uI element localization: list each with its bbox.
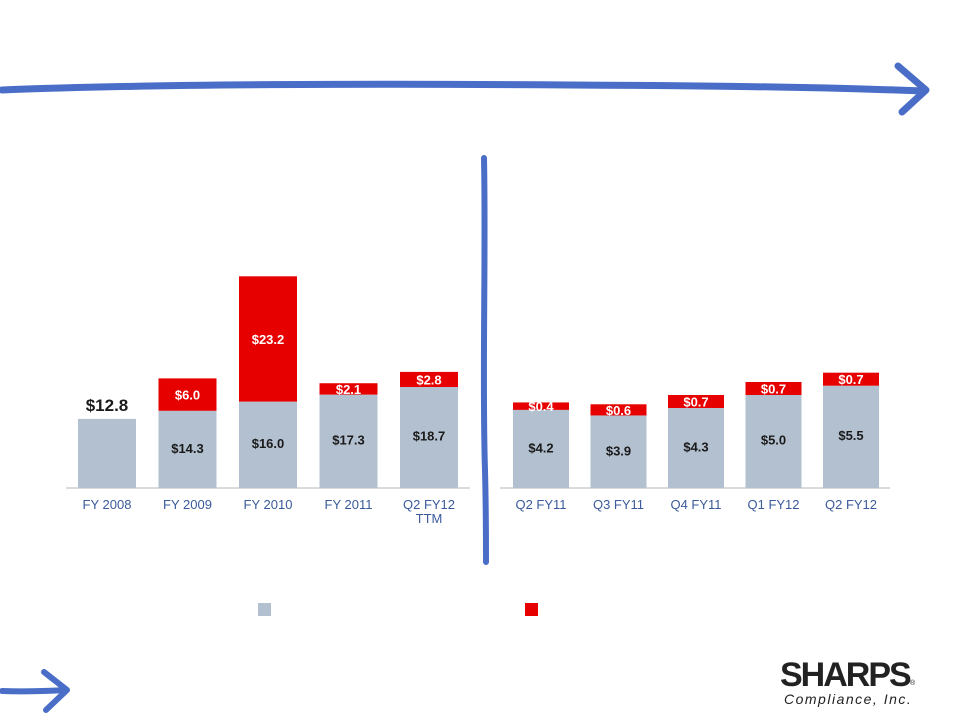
bottom-arrow-head — [41, 669, 70, 713]
bar-base — [158, 410, 217, 488]
divider-line — [480, 155, 489, 565]
logo-subtitle: Compliance, Inc. — [784, 691, 913, 707]
bar-base — [745, 395, 802, 488]
top-arrow-head — [894, 62, 930, 116]
x-tick-label: FY 2010 — [244, 497, 293, 512]
bar-increment — [745, 381, 802, 395]
data-label-base: $12.8 — [86, 396, 129, 415]
bar-increment — [158, 378, 217, 411]
data-label-base: $4.3 — [683, 439, 708, 454]
data-label-increment: $0.4 — [528, 399, 554, 414]
data-label-increment: $6.0 — [175, 388, 200, 403]
data-label-increment: $0.7 — [761, 381, 786, 396]
logo-registered-mark: ® — [910, 680, 916, 687]
bar-base — [668, 408, 724, 488]
bar-increment — [823, 372, 879, 386]
bar-increment — [590, 404, 647, 416]
data-label-base: $14.3 — [171, 441, 204, 456]
bar-base — [513, 409, 569, 488]
annual-stacked-bar-chart: $12.8 FY 2008 $6.0 $14.3 FY 2009 $23.2 $16.0 FY… — [66, 276, 470, 526]
data-label-increment: $2.1 — [336, 382, 361, 397]
data-label-increment: $2.8 — [416, 372, 441, 387]
data-label-increment: $23.2 — [252, 332, 285, 347]
bar-increment — [668, 395, 724, 409]
company-logo: SHARPS ® Compliance, Inc. — [780, 658, 930, 708]
bar-base — [319, 394, 378, 488]
data-label-base: $18.7 — [413, 428, 446, 443]
legend-swatch-increment — [525, 603, 538, 616]
logo-wordmark: SHARPS — [780, 656, 912, 694]
top-arrow-line — [0, 80, 928, 95]
x-tick-label: Q2 FY11 — [515, 497, 566, 512]
x-tick-label: Q1 FY12 — [747, 497, 799, 512]
data-label-base: $4.2 — [528, 440, 553, 455]
quarterly-stacked-bar-chart: $0.4 $4.2 Q2 FY11 $0.6 $3.9 Q3 FY11 $0.7 $4.3 Q4… — [500, 372, 890, 512]
legend-swatch-base — [258, 603, 271, 616]
bar-base — [239, 401, 297, 488]
bar-increment — [400, 371, 458, 388]
x-tick-label: Q2 FY12 — [825, 497, 877, 512]
data-label-increment: $0.7 — [838, 372, 863, 387]
data-label-base: $16.0 — [252, 436, 285, 451]
x-tick-label: FY 2008 — [83, 497, 132, 512]
x-tick-label: FY 2009 — [163, 497, 212, 512]
data-label-increment: $0.7 — [683, 395, 708, 410]
bar-increment — [319, 383, 378, 395]
bar-base — [590, 415, 647, 488]
bar-increment — [513, 402, 569, 410]
x-tick-label: Q4 FY11 — [670, 497, 721, 512]
bottom-arrow-line — [0, 687, 69, 695]
data-label-base: $5.5 — [838, 428, 863, 443]
data-label-base: $17.3 — [332, 432, 365, 447]
x-tick-label: Q3 FY11 — [593, 497, 644, 512]
x-tick-label: FY 2011 — [325, 497, 373, 512]
bar-base — [400, 387, 458, 488]
data-label-base: $3.9 — [606, 443, 631, 458]
bar-base — [78, 418, 136, 488]
x-tick-label: Q2 FY12 — [403, 497, 455, 512]
data-label-increment: $0.6 — [606, 403, 631, 418]
bar-increment — [239, 276, 297, 402]
data-label-base: $5.0 — [761, 433, 786, 448]
bar-base — [823, 385, 879, 488]
x-tick-label: TTM — [416, 511, 443, 526]
